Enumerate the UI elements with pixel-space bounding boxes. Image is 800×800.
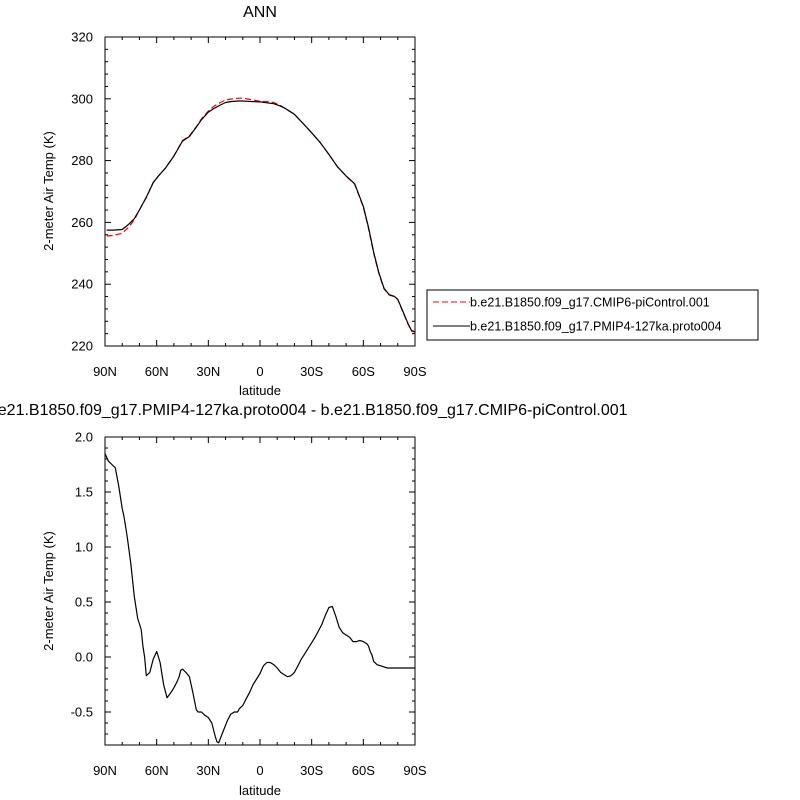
x-tick-label: 90N [93, 763, 117, 778]
legend: b.e21.B1850.f09_g17.CMIP6-piControl.001 … [426, 289, 759, 341]
y-tick-label: 0.5 [75, 595, 93, 610]
bottom-xlabel: latitude [239, 783, 281, 798]
x-tick-label: 60S [352, 364, 375, 379]
y-tick-label: 1.0 [75, 540, 93, 555]
bottom-panel: b.e21.B1850.f09_g17.PMIP4-127ka.proto004… [0, 402, 628, 798]
x-tick-label: 90S [403, 364, 426, 379]
y-tick-label: 320 [71, 30, 93, 45]
top-title: ANN [243, 4, 277, 21]
top-xlabel: latitude [239, 383, 281, 398]
top-series-line-0 [106, 97, 416, 333]
x-tick-label: 60N [145, 364, 169, 379]
x-tick-label: 60N [145, 763, 169, 778]
y-tick-label: 260 [71, 215, 93, 230]
bottom-ylabel: 2-meter Air Temp (K) [41, 531, 56, 651]
bottom-plot-frame [104, 436, 416, 746]
top-panel: ANN 90N 60N 30N 0 30S 60S 90S 220 240 260 280 300 32… [41, 4, 759, 398]
bottom-series-line-0 [104, 453, 415, 744]
y-tick-label: -0.5 [71, 705, 93, 720]
x-tick-label: 30N [196, 763, 220, 778]
top-axis-ticks: 90N 60N 30N 0 30S 60S 90S 220 240 260 280 300 320 [71, 30, 427, 380]
x-tick-label: 90N [93, 364, 117, 379]
legend-frame [426, 289, 759, 341]
y-tick-label: 1.5 [75, 485, 93, 500]
bottom-title: b.e21.B1850.f09_g17.PMIP4-127ka.proto004… [0, 402, 628, 419]
top-series-lines [106, 97, 416, 333]
x-tick-label: 0 [256, 364, 263, 379]
y-tick-label: 0.0 [75, 650, 93, 665]
top-series-line-1 [106, 100, 416, 333]
x-tick-label: 30S [300, 364, 323, 379]
x-tick-label: 60S [352, 763, 375, 778]
x-tick-label: 90S [403, 763, 426, 778]
bottom-series-lines [104, 453, 415, 744]
y-tick-label: 2.0 [75, 430, 93, 445]
x-tick-label: 30N [196, 364, 220, 379]
bottom-axis-ticks: 90N 60N 30N 0 30S 60S 90S -0.5 0.0 0.5 1.0 1.5 2.0 [71, 430, 427, 779]
y-tick-label: 280 [71, 153, 93, 168]
x-tick-label: 0 [256, 763, 263, 778]
top-plot-frame [104, 36, 416, 347]
x-tick-label: 30S [300, 763, 323, 778]
legend-label-127ka: b.e21.B1850.f09_g17.PMIP4-127ka.proto004 [470, 320, 722, 334]
legend-label-control: b.e21.B1850.f09_g17.CMIP6-piControl.001 [470, 296, 710, 310]
y-tick-label: 240 [71, 277, 93, 292]
y-tick-label: 220 [71, 339, 93, 354]
y-tick-label: 300 [71, 91, 93, 106]
top-ylabel: 2-meter Air Temp (K) [41, 131, 56, 251]
